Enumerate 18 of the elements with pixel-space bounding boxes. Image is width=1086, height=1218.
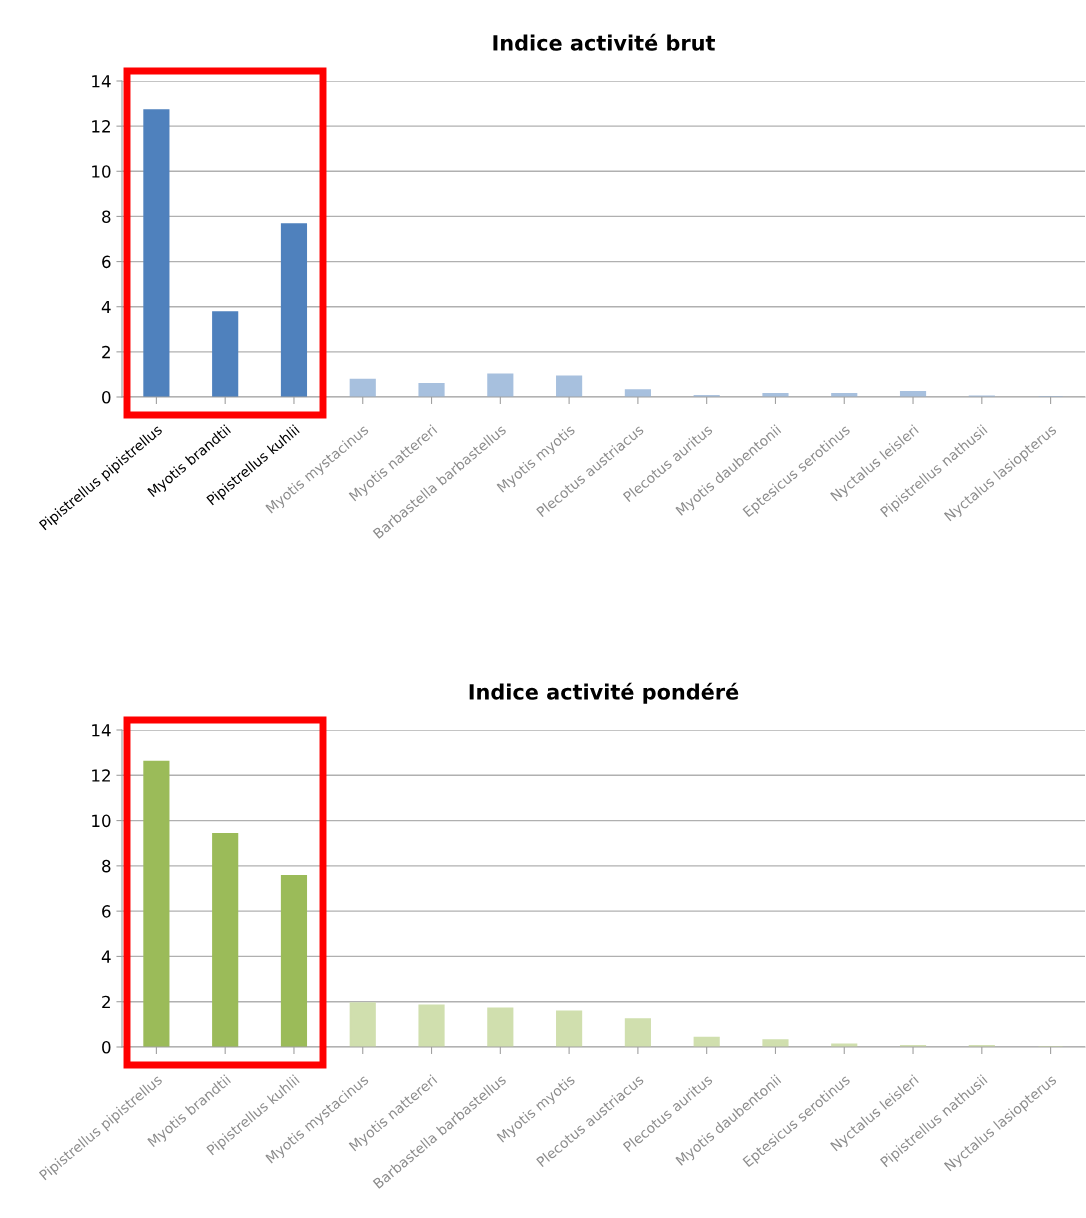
- y-tick-label: 0: [102, 1040, 111, 1054]
- y-tick-label: 10: [92, 814, 111, 828]
- y-tick-label: 0: [102, 390, 111, 404]
- y-tick-label: 14: [92, 75, 111, 88]
- y-tick-label: 10: [92, 165, 111, 178]
- y-tick-label: 6: [102, 905, 111, 918]
- y-tick-label: 8: [102, 210, 111, 223]
- y-tick-label: 4: [101, 950, 111, 963]
- chart-title: Indice activité pondéré: [469, 682, 739, 704]
- y-tick-label: 12: [92, 769, 110, 782]
- y-tick-label: 8: [102, 859, 111, 873]
- y-tick-label: 2: [102, 995, 110, 1009]
- y-tick-label: 4: [101, 300, 111, 314]
- y-tick-label: 2: [102, 345, 110, 359]
- y-tick-label: 6: [102, 255, 111, 269]
- chart-title: Indice activité brut: [493, 33, 715, 51]
- y-tick-label: 14: [92, 724, 111, 737]
- y-tick-label: 12: [92, 120, 110, 133]
